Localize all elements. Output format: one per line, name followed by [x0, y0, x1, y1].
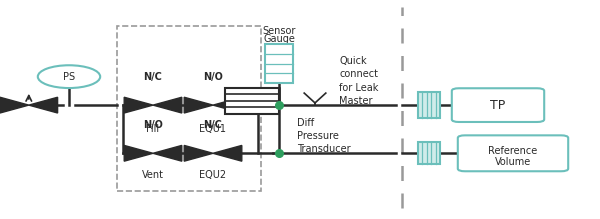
- Text: Quick: Quick: [339, 56, 367, 66]
- Text: Pressure: Pressure: [297, 131, 339, 141]
- Text: Volume: Volume: [495, 157, 531, 167]
- FancyBboxPatch shape: [452, 88, 544, 122]
- Bar: [225, 88, 279, 114]
- Polygon shape: [184, 97, 213, 113]
- Polygon shape: [184, 145, 213, 161]
- Polygon shape: [213, 145, 242, 161]
- Text: PS: PS: [63, 72, 75, 82]
- Text: Diff: Diff: [297, 118, 314, 128]
- Text: Gauge: Gauge: [263, 34, 295, 44]
- Polygon shape: [153, 97, 182, 113]
- Polygon shape: [213, 97, 242, 113]
- Text: connect: connect: [339, 69, 378, 79]
- Text: Reference: Reference: [488, 146, 538, 156]
- Text: Vent: Vent: [142, 170, 164, 180]
- Text: Transducer: Transducer: [297, 144, 350, 154]
- Text: N/C: N/C: [203, 120, 223, 130]
- Text: for Leak: for Leak: [339, 83, 379, 93]
- Text: Sensor: Sensor: [262, 26, 296, 36]
- Polygon shape: [29, 97, 58, 113]
- Polygon shape: [124, 97, 153, 113]
- Text: EQU1: EQU1: [199, 124, 227, 134]
- Bar: [265, 44, 293, 83]
- Text: EQU2: EQU2: [199, 170, 227, 180]
- Text: Fill: Fill: [146, 124, 160, 134]
- Text: N/O: N/O: [203, 72, 223, 82]
- Bar: [117, 26, 261, 191]
- Text: Master: Master: [339, 96, 373, 106]
- Text: TP: TP: [490, 99, 506, 112]
- Polygon shape: [153, 145, 182, 161]
- Bar: [418, 142, 440, 164]
- Text: N/O: N/O: [143, 120, 163, 130]
- FancyBboxPatch shape: [458, 135, 568, 171]
- Text: N/C: N/C: [143, 72, 163, 82]
- Bar: [418, 92, 440, 118]
- Polygon shape: [124, 145, 153, 161]
- Polygon shape: [0, 97, 29, 113]
